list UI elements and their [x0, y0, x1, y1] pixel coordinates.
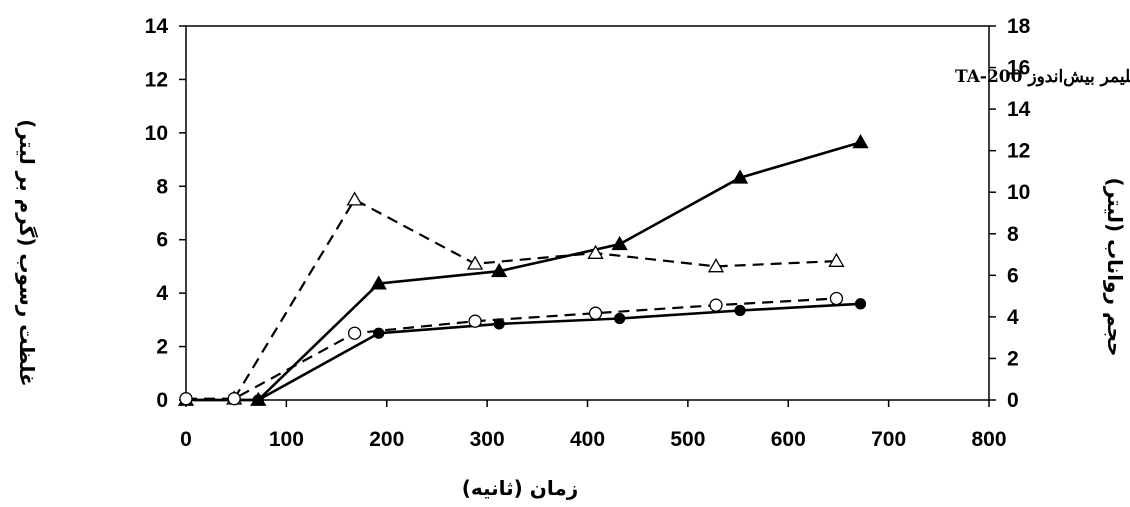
right-y-tick-label: 8	[1007, 223, 1019, 246]
series-4-point	[468, 314, 482, 328]
right-y-tick-label: 2	[1007, 347, 1019, 370]
series-3-point	[854, 298, 867, 310]
series-1-point	[611, 235, 628, 251]
right-axis-title: حجم رواناب (لیتر)	[1103, 178, 1127, 357]
tick-layer: 0 100 200 300 400 500 600 700 800024681012140246…	[145, 15, 1031, 451]
series-2-line	[233, 198, 837, 400]
left-y-tick-label: 10	[145, 122, 168, 145]
left-y-tick-label: 0	[156, 389, 168, 412]
series-3-point	[734, 304, 746, 317]
series-1-point	[731, 169, 749, 184]
series-1-point	[491, 262, 508, 278]
right-y-tick-label: 6	[1007, 264, 1019, 287]
right-y-tick-label: 10	[1007, 181, 1030, 204]
x-axis-title: زمان (ثانیه)	[462, 476, 579, 500]
series-4-point	[227, 392, 241, 406]
left-y-tick-label: 14	[145, 15, 169, 38]
x-tick-label: 200	[369, 428, 404, 451]
series-1-point	[852, 134, 869, 149]
series-2-point	[707, 258, 725, 273]
series-4-point	[347, 326, 362, 340]
series-4-point	[588, 306, 603, 320]
annotation-label: پلیمر بیش‌اندوز TA-200	[955, 67, 1130, 87]
x-tick-label: 100	[269, 428, 304, 451]
x-tick-label: 400	[570, 428, 605, 451]
series-3-point	[373, 327, 385, 339]
right-y-tick-label: 16	[1007, 57, 1030, 80]
plot-frame	[185, 25, 990, 401]
series-layer	[177, 134, 869, 406]
series-2-point	[587, 244, 604, 259]
x-tick-label: 700	[871, 428, 906, 451]
series-4-point	[829, 291, 844, 306]
left-y-tick-label: 12	[145, 68, 168, 91]
left-y-tick-label: 2	[156, 336, 168, 359]
x-tick-label: 800	[971, 428, 1006, 451]
series-2-point	[466, 255, 484, 270]
series-3-point	[613, 312, 626, 325]
series-2-point	[828, 252, 845, 267]
series-4-point	[179, 392, 193, 406]
right-y-tick-label: 12	[1007, 140, 1030, 163]
x-tick-label: 300	[470, 428, 505, 451]
series-4-point	[709, 298, 723, 312]
right-y-tick-label: 18	[1007, 15, 1031, 38]
x-tick-label: 0	[180, 428, 192, 451]
left-y-tick-label: 6	[156, 229, 168, 252]
x-tick-label: 600	[771, 428, 806, 451]
right-y-tick-label: 14	[1007, 98, 1031, 121]
left-y-tick-label: 8	[156, 175, 168, 198]
right-y-tick-label: 0	[1007, 389, 1019, 412]
right-y-tick-label: 4	[1007, 306, 1019, 329]
series-3-line	[186, 302, 861, 402]
series-3-point	[252, 394, 264, 406]
left-axis-title: غلظت رسوب (گرم بر لیتر)	[15, 119, 39, 386]
left-y-tick-label: 4	[156, 282, 168, 305]
x-tick-label: 500	[670, 428, 705, 451]
series-2-point	[346, 191, 363, 206]
series-1-point	[370, 275, 387, 290]
series-1-line	[186, 141, 861, 402]
